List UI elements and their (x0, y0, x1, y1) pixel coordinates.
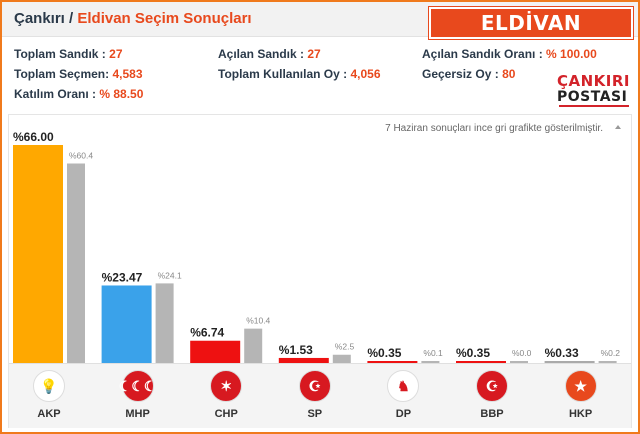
bar-current-bbp (456, 361, 506, 363)
bar-current-hkp (544, 361, 595, 363)
bar-previous-chp (244, 328, 263, 363)
label-current-bbp: %0.35 (456, 346, 490, 360)
label-current-dp: %0.35 (367, 346, 401, 360)
party-bbp[interactable]: ☪ BBP (462, 370, 522, 420)
party-name: HKP (568, 408, 593, 420)
sp-crescent-star-icon: ☪ (298, 370, 331, 402)
header-bar: Çankırı / Eldivan Seçim Sonuçları ELDİVA… (2, 2, 638, 39)
party-chp[interactable]: ✶ CHP (196, 370, 256, 420)
label-current-akp: %66.00 (13, 130, 54, 144)
cankiri-postasi-logo: ÇANKIRI POSTASI (557, 72, 631, 107)
scroll-up-icon[interactable] (615, 125, 621, 129)
stats-col-2: Açılan Sandık : 27 Toplam Kullanılan Oy … (218, 44, 381, 84)
label-previous-akp: %60.4 (69, 150, 93, 160)
hkp-star-icon: ★ (564, 370, 597, 402)
district-badge: ELDİVAN (429, 7, 633, 39)
label-previous-mhp: %24.1 (158, 270, 182, 280)
bar-previous-hkp (598, 361, 617, 363)
stats-col-1: Toplam Sandık : 27 Toplam Seçmen: 4,583 … (14, 44, 143, 104)
mhp-crescents-icon: ☾☾☾ (119, 370, 156, 402)
bbp-crescent-icon: ☪ (476, 370, 508, 402)
bar-previous-dp (421, 361, 440, 363)
stats-col-3: Açılan Sandık Oranı : % 100.00 Geçersiz … (422, 44, 597, 84)
party-name: MHP (125, 408, 150, 420)
district-title: Eldivan Seçim Sonuçları (77, 10, 252, 27)
bar-previous-mhp (155, 283, 174, 363)
label-previous-sp: %2.5 (335, 342, 355, 352)
party-name: CHP (214, 408, 238, 420)
chp-arrows-icon: ✶ (210, 370, 243, 402)
stat-toplam-secmen: Toplam Seçmen: 4,583 (14, 67, 143, 81)
party-akp[interactable]: 💡 AKP (19, 370, 79, 420)
label-previous-bbp: %0.0 (512, 348, 532, 358)
bar-current-chp (190, 340, 241, 363)
stat-katilim: Katılım Oranı : % 88.50 (14, 87, 144, 101)
bar-current-mhp (101, 285, 152, 363)
label-current-hkp: %0.33 (545, 346, 579, 360)
bar-previous-akp (67, 163, 85, 363)
party-dp[interactable]: ♞ DP (373, 370, 433, 420)
stat-gecersiz: Geçersiz Oy : 80 (422, 67, 516, 81)
party-name: BBP (480, 408, 504, 420)
party-mhp[interactable]: ☾☾☾ MHP (108, 370, 168, 420)
bar-chart: %66.00 %60.4 %23.47 %24.1 %6.74 %10.4 %1.53 %2.… (13, 130, 621, 363)
stat-acilan-sandik: Açılan Sandık : 27 (218, 47, 321, 61)
chart-area: 7 Haziran sonuçları ince gri grafikte gö… (8, 114, 632, 428)
stat-acilan-oran: Açılan Sandık Oranı : % 100.00 (422, 47, 597, 61)
party-name: DP (395, 408, 412, 420)
stat-kullanilan-oy: Toplam Kullanılan Oy : 4,056 (218, 67, 381, 81)
dp-horse-icon: ♞ (387, 370, 420, 402)
label-previous-chp: %10.4 (246, 316, 270, 326)
bar-current-akp (13, 145, 63, 363)
bar-current-dp (367, 361, 418, 363)
title-separator: / (69, 10, 74, 27)
bar-previous-bbp (510, 361, 528, 363)
label-previous-dp: %0.1 (423, 348, 443, 358)
party-name: AKP (37, 408, 61, 420)
page-title: Çankırı / Eldivan Seçim Sonuçları (14, 10, 252, 27)
label-current-mhp: %23.47 (102, 270, 143, 284)
party-sp[interactable]: ☪ SP (285, 370, 345, 420)
bar-current-sp (278, 357, 329, 363)
label-current-sp: %1.53 (279, 343, 313, 357)
label-current-chp: %6.74 (190, 326, 224, 340)
chart-note: 7 Haziran sonuçları ince gri grafikte gö… (385, 123, 603, 134)
province-link[interactable]: Çankırı (14, 10, 65, 27)
stat-toplam-sandik: Toplam Sandık : 27 (14, 47, 123, 61)
label-previous-hkp: %0.2 (601, 348, 621, 358)
bar-previous-sp (332, 354, 351, 363)
akp-bulb-icon: 💡 (33, 370, 65, 402)
party-logo-row: 💡 AKP ☾☾☾ MHP ✶ CHP ☪ SP ♞ DP ☪ BBP ★ HKP (9, 363, 631, 428)
party-hkp[interactable]: ★ HKP (551, 370, 611, 420)
party-name: SP (307, 408, 323, 420)
